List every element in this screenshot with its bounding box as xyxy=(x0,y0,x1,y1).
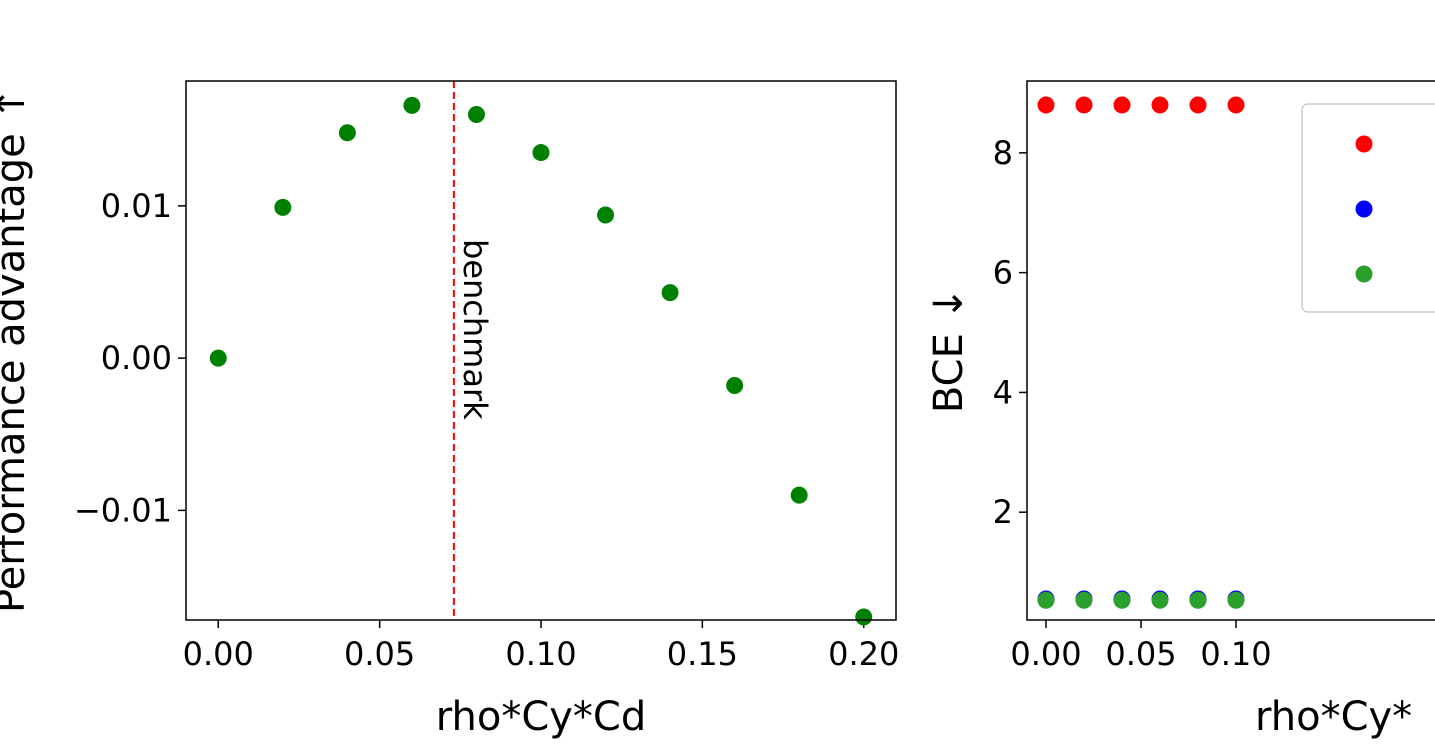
right-series-0-point xyxy=(1227,96,1245,114)
left-series-0-point xyxy=(467,105,485,123)
left-x-tick-label: 0.10 xyxy=(505,635,576,673)
right-y-tick-label: 4 xyxy=(993,373,1013,411)
right-series-0-point xyxy=(1189,96,1207,114)
left-x-tick-label: 0.20 xyxy=(828,635,899,673)
right-series-0-point xyxy=(1113,96,1131,114)
right-chart: BCE ↓ rho*Cy* 0.00 0.05 0.10 2 4 6 8 xyxy=(926,80,1435,740)
left-series-0-point xyxy=(532,144,550,162)
right-y-tick-label: 6 xyxy=(993,254,1013,292)
right-legend-marker xyxy=(1355,135,1373,153)
left-x-tick-label: 0.15 xyxy=(667,635,738,673)
right-series-0-point xyxy=(1037,96,1055,114)
left-chart: Performance advantage ↑ rho*Cy*Cd 0.000.… xyxy=(0,80,899,740)
left-y-tick-label: −0.01 xyxy=(74,491,172,529)
right-series-0-point xyxy=(1151,96,1169,114)
right-x-tick-label: 0.00 xyxy=(1010,635,1081,673)
right-series-2-point xyxy=(1227,591,1245,609)
right-y-axis-label: BCE ↓ xyxy=(926,287,972,413)
left-series-0-point xyxy=(855,608,873,626)
left-x-tick-label: 0.05 xyxy=(344,635,415,673)
left-benchmark-label: benchmark xyxy=(456,239,494,420)
right-legend-marker xyxy=(1355,200,1373,218)
right-series-0-point xyxy=(1075,96,1093,114)
left-y-tick-label: 0.00 xyxy=(101,339,172,377)
right-series-2-point xyxy=(1151,591,1169,609)
left-y-axis-label: Performance advantage ↑ xyxy=(0,87,34,613)
left-y-tick-label: 0.01 xyxy=(101,187,172,225)
right-x-axis-label: rho*Cy* xyxy=(1255,694,1412,740)
right-plot-area: 0.00 0.05 0.10 2 4 6 8 xyxy=(993,80,1435,673)
right-series-2-point xyxy=(1037,591,1055,609)
right-x-tick-label: 0.10 xyxy=(1200,635,1271,673)
left-series-0-point xyxy=(209,349,227,367)
right-x-tick-label: 0.05 xyxy=(1105,635,1176,673)
left-series-0-point xyxy=(274,198,292,216)
left-x-tick-label: 0.00 xyxy=(183,635,254,673)
right-plot-frame xyxy=(1026,80,1435,621)
left-plot-area: 0.00 0.05 0.10 0.15 0.20 −0.01 0.00 0.01 benchma… xyxy=(74,80,899,673)
left-series-0-point xyxy=(790,486,808,504)
left-series-0-point xyxy=(661,284,679,302)
right-series-2-point xyxy=(1075,591,1093,609)
left-x-axis-label: rho*Cy*Cd xyxy=(436,694,647,740)
right-y-tick-label: 8 xyxy=(993,134,1013,172)
right-series-2-point xyxy=(1189,591,1207,609)
right-series-2-point xyxy=(1113,591,1131,609)
left-series-0-point xyxy=(597,206,615,224)
right-legend-marker xyxy=(1355,265,1373,283)
right-y-tick-label: 2 xyxy=(993,493,1013,531)
left-series-0-point xyxy=(726,377,744,395)
left-series-0-point xyxy=(338,124,356,142)
left-series-0-point xyxy=(403,96,421,114)
left-plot-frame xyxy=(185,80,897,621)
